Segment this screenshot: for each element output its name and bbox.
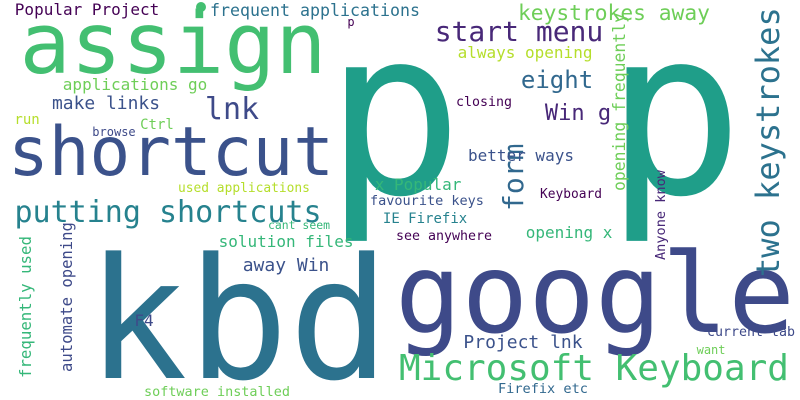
word: software installed	[144, 384, 290, 400]
word: opening x	[525, 223, 613, 242]
word: away Win	[242, 255, 330, 276]
word: used applications	[178, 180, 310, 196]
word: want	[696, 343, 726, 357]
word: two keystrokes	[749, 7, 787, 278]
word: run	[14, 112, 40, 128]
dot-mark	[196, 2, 206, 12]
word: IE Firefix	[382, 211, 468, 227]
word: Project lnk	[463, 332, 583, 353]
word: x Popular	[374, 175, 462, 194]
word: putting shortcuts	[14, 195, 322, 230]
word: start menu	[434, 15, 604, 48]
word: Anyone know	[653, 170, 670, 260]
word: kbd	[86, 222, 390, 400]
word: make links	[52, 93, 160, 114]
word: keystrokes away	[518, 1, 710, 27]
word: closing	[456, 95, 512, 111]
word: assign	[19, 0, 327, 94]
word: frequently used	[16, 236, 36, 378]
word: automate opening	[58, 222, 77, 372]
word: Firefix etc	[498, 381, 588, 398]
word: frequent applications	[210, 1, 420, 21]
word: cant seem	[268, 218, 330, 233]
word: current tab	[707, 325, 795, 341]
word: better ways	[468, 146, 574, 165]
word: lnk	[204, 92, 260, 127]
word: Ctrl	[140, 117, 174, 133]
word: browse	[92, 125, 136, 139]
word: F4	[134, 311, 154, 330]
word: always opening	[457, 43, 593, 62]
word: p	[605, 0, 744, 248]
word: favourite keys	[370, 193, 484, 210]
word: p	[347, 15, 355, 29]
word: Win g	[544, 101, 612, 126]
word: opening frequently	[609, 13, 629, 191]
word: Microsoft Keyboard	[399, 348, 789, 389]
word: eight	[520, 66, 594, 94]
word: solution files	[218, 232, 354, 251]
word: google	[395, 229, 795, 359]
word: Keyboard	[540, 186, 602, 202]
word: Popular Project	[14, 0, 160, 19]
word: p	[324, 0, 464, 248]
word: shortcut	[8, 112, 335, 192]
word: applications go	[62, 75, 208, 94]
word: see anywhere	[396, 229, 492, 245]
